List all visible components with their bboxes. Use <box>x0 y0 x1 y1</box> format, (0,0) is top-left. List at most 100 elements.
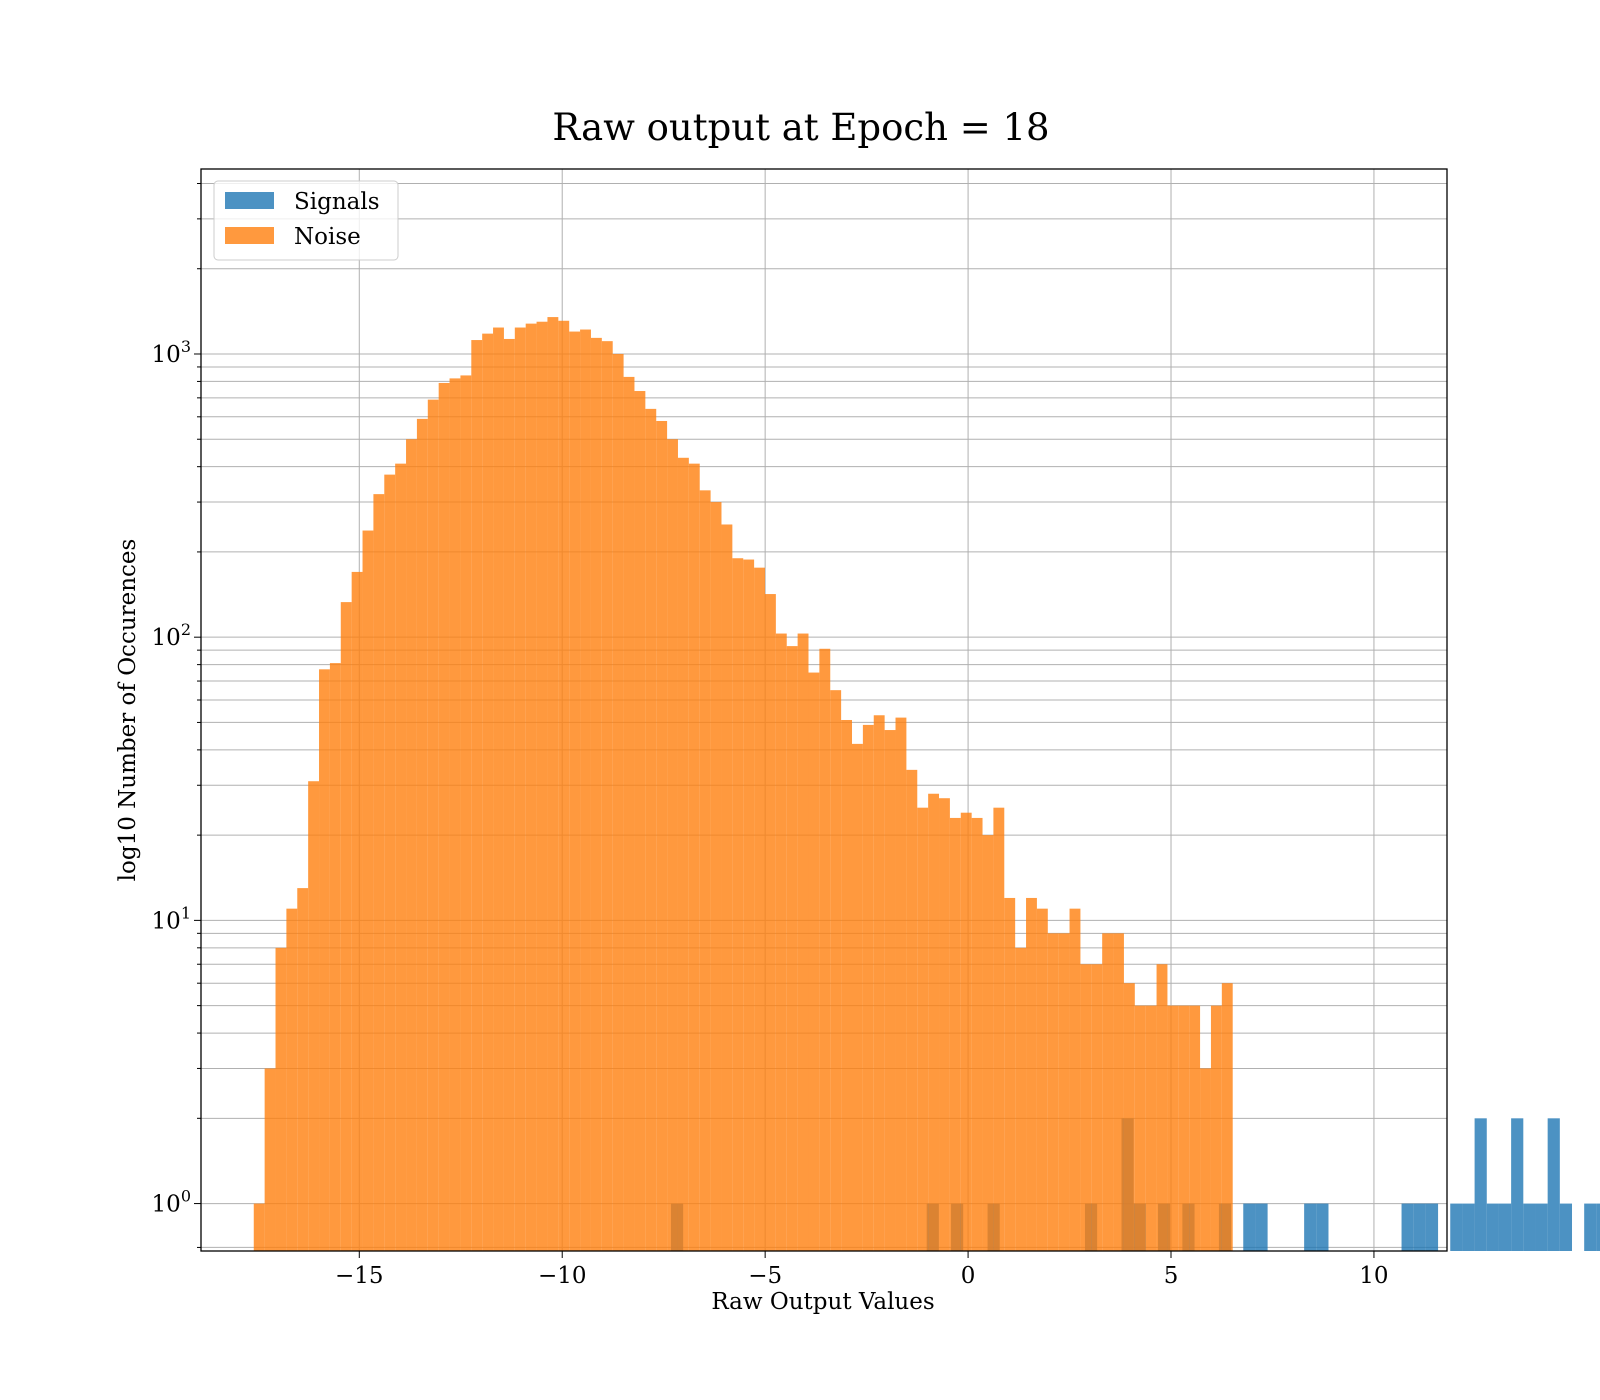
bar-signals <box>1498 1203 1512 1251</box>
bar-noise <box>558 320 570 1252</box>
bar-noise <box>1047 933 1059 1251</box>
bar-noise <box>547 317 559 1252</box>
bar-noise <box>308 781 320 1251</box>
x-tick-label: 5 <box>1164 1263 1179 1289</box>
chart-title: Raw output at Epoch = 18 <box>552 106 1049 149</box>
bar-noise <box>1091 964 1103 1251</box>
bar-noise <box>634 391 646 1252</box>
bar-noise <box>1123 983 1135 1251</box>
bar-noise <box>1004 897 1016 1251</box>
bar-noise <box>1058 933 1070 1251</box>
x-tick-label: −15 <box>335 1263 384 1289</box>
bar-noise <box>1080 964 1092 1251</box>
bar-noise <box>1145 1005 1157 1251</box>
bar-noise <box>275 947 287 1251</box>
bar-noise <box>438 382 450 1252</box>
bar-noise <box>732 558 744 1251</box>
bar-signals <box>1547 1118 1560 1251</box>
bar-signals <box>1255 1203 1268 1251</box>
bar-noise <box>286 908 298 1251</box>
legend-label-noise: Noise <box>294 224 361 250</box>
bar-noise <box>1178 1005 1190 1251</box>
bar-noise <box>264 1068 276 1251</box>
legend-swatch-signals <box>225 192 274 209</box>
x-tick-label: 10 <box>1359 1263 1388 1289</box>
bar-noise <box>1210 1005 1222 1251</box>
bar-noise <box>340 602 352 1251</box>
bar-noise <box>688 463 700 1251</box>
bar-noise <box>830 690 842 1251</box>
plot-frame <box>200 168 1448 1252</box>
legend-swatch-noise <box>225 227 274 244</box>
bar-noise <box>449 378 461 1251</box>
bar-noise <box>514 327 526 1251</box>
bar-noise <box>1102 933 1114 1251</box>
bar-signals <box>1304 1203 1317 1251</box>
bar-noise <box>503 338 515 1251</box>
bar-noise <box>841 719 853 1251</box>
bar-noise <box>667 439 678 1251</box>
bar-noise <box>253 1203 265 1251</box>
bar-noise <box>1167 1005 1179 1251</box>
y-tick-label: 101 <box>152 903 191 934</box>
bar-noise <box>786 646 798 1251</box>
bar-noise <box>808 672 820 1251</box>
bar-noise <box>775 633 787 1251</box>
bar-signals <box>1243 1203 1256 1251</box>
bar-noise <box>351 571 363 1251</box>
bar-noise <box>971 817 983 1251</box>
bar-signals <box>1486 1203 1499 1251</box>
bar-noise <box>1134 1005 1146 1251</box>
bar-noise <box>677 457 689 1252</box>
bar-signals <box>1511 1118 1524 1251</box>
y-tick-label: 100 <box>152 1187 191 1218</box>
bar-noise <box>884 730 896 1251</box>
bar-noise <box>1036 908 1048 1251</box>
legend-label-signals: Signals <box>294 189 380 215</box>
bar-noise <box>601 341 613 1251</box>
y-axis-label: log10 Number of Occurences <box>115 539 141 882</box>
bar-noise <box>536 321 548 1251</box>
bar-noise <box>895 717 907 1251</box>
bar-noise <box>743 559 755 1251</box>
bar-noise <box>1221 983 1233 1251</box>
bar-noise <box>1113 933 1124 1251</box>
x-axis-label: Raw Output Values <box>711 1289 934 1315</box>
y-tick-label: 102 <box>152 620 191 651</box>
bar-noise <box>384 474 396 1251</box>
bar-noise <box>862 724 874 1251</box>
bar-signals <box>1559 1203 1573 1251</box>
bar-noise <box>395 463 407 1251</box>
bar-signals <box>1450 1203 1463 1251</box>
bar-noise <box>656 420 668 1251</box>
bar-noise <box>993 807 1005 1251</box>
bar-signals <box>1596 1203 1600 1251</box>
bar-noise <box>1156 964 1168 1251</box>
bar-noise <box>1069 908 1081 1251</box>
bar-noise <box>1189 1005 1201 1251</box>
bar-noise <box>580 329 591 1251</box>
bar-noise <box>482 333 494 1251</box>
bar-noise <box>819 648 831 1251</box>
series-noise <box>253 317 1233 1252</box>
bar-signals <box>1316 1203 1329 1251</box>
x-tick-label: −10 <box>538 1263 587 1289</box>
bar-noise <box>329 663 341 1251</box>
legend: Signals Noise <box>213 180 399 261</box>
bar-noise <box>699 490 711 1251</box>
bar-noise <box>721 524 733 1251</box>
bar-noise <box>406 439 417 1251</box>
bar-noise <box>797 633 809 1251</box>
bar-noise <box>939 798 950 1251</box>
bar-noise <box>764 594 776 1251</box>
bar-noise <box>1026 897 1037 1251</box>
bar-noise <box>928 793 940 1251</box>
bar-noise <box>319 669 330 1251</box>
bar-noise <box>645 408 657 1251</box>
x-tick-label: 0 <box>961 1263 976 1289</box>
bar-signals <box>1523 1203 1536 1251</box>
bar-signals <box>1425 1203 1439 1251</box>
bars <box>253 317 1600 1252</box>
bar-noise <box>612 353 624 1251</box>
